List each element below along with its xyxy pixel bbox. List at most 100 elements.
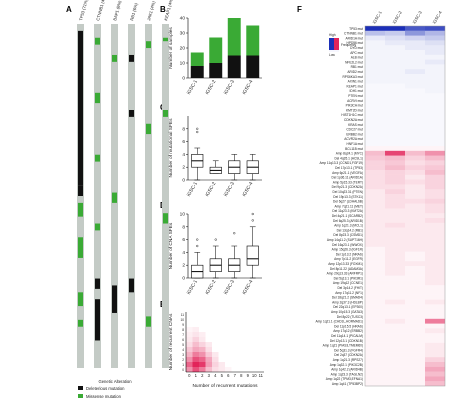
f-cell <box>385 342 405 348</box>
f-cell <box>385 98 405 103</box>
f-cell <box>385 318 405 324</box>
e-cell <box>186 337 193 342</box>
f-cell <box>405 45 425 50</box>
f-cell <box>425 136 445 141</box>
d-xtick-label: iGSC-4 <box>241 279 254 296</box>
f-cell <box>425 376 445 382</box>
f-cell <box>425 237 445 242</box>
deleterious-mark <box>129 278 134 293</box>
f-row-label: Del 22q13.1 (EP300) <box>333 305 363 309</box>
f-cell <box>385 218 405 223</box>
f-cell <box>365 141 385 146</box>
f-cell <box>385 35 405 41</box>
gene-track <box>128 24 135 368</box>
f-legend-scale-red <box>334 38 339 50</box>
f-row-label: CTNNB1 mut <box>344 32 363 36</box>
f-row-label: Del 4q21.1 (SCARB2) <box>332 214 363 218</box>
f-row-label: Del 1p36.11 (ARID1A) <box>332 176 363 180</box>
f-cell <box>385 371 405 377</box>
e-cell <box>199 362 206 367</box>
f-cell <box>365 40 385 46</box>
f-cell <box>385 127 405 132</box>
f-row-label: Amp 1q42.2 (ARID4B) <box>331 368 363 372</box>
e-cell <box>192 342 199 347</box>
f-cell <box>425 122 445 127</box>
f-cell <box>365 290 385 295</box>
f-cell <box>365 127 385 132</box>
d-outlier <box>196 238 199 241</box>
f-row-label: NFE2L2 mut <box>345 60 363 64</box>
f-cell <box>365 213 385 218</box>
f-row-label: Amp 10p15.3 (GATA3) <box>331 310 363 314</box>
f-cell <box>365 35 385 41</box>
f-cell <box>425 357 445 362</box>
c-xtick-label: iGSC-1 <box>186 181 199 198</box>
f-cell <box>365 184 385 190</box>
f-row-label: Amp 12p13.33 (FOXM1) <box>328 262 363 266</box>
f-cell <box>405 78 425 84</box>
f-cell <box>405 208 425 214</box>
e-ytick-label: 7 <box>182 333 184 337</box>
f-cell <box>365 103 385 108</box>
f-cell <box>425 98 445 103</box>
f-cell <box>405 146 425 151</box>
f-cell <box>405 112 425 117</box>
f-row-label: Amp 7p11.2 (EGFR) <box>334 257 363 261</box>
f-legend-low: Low <box>329 53 336 57</box>
f-cell <box>405 93 425 98</box>
d-xtick-label: iGSC-1 <box>186 279 199 296</box>
deleterious-mark <box>95 299 100 341</box>
e-cell <box>205 342 212 347</box>
e-xtick-label: 4 <box>214 373 217 378</box>
c-xtick-label: iGSC-3 <box>223 181 236 198</box>
f-cell <box>425 256 445 262</box>
f-cell <box>425 203 445 209</box>
f-cell <box>365 237 385 242</box>
f-cell <box>385 146 405 151</box>
f-cell <box>425 362 445 367</box>
f-cell <box>365 160 385 166</box>
f-row-label: Del 6q25.3 (ARID1B) <box>333 219 363 223</box>
f-row-label: Amp 1q21 (PIAS3,TMEM60) <box>323 344 363 348</box>
f-cell <box>385 347 405 353</box>
f-cell <box>405 328 425 334</box>
b-ylabel: Number of samples <box>168 27 174 69</box>
f-cell <box>385 256 405 262</box>
f-cell <box>365 74 385 79</box>
f-row-label: Amp 1q21.3 (RPS27) <box>333 358 363 362</box>
f-cell <box>405 366 425 372</box>
e-xtick-label: 3 <box>208 373 211 378</box>
f-cell <box>425 174 445 180</box>
f-row-label: CDKN2A mut <box>344 118 363 122</box>
f-cell <box>425 304 445 310</box>
f-column-label: iGSC-4 <box>432 10 444 25</box>
f-row-label: ERBB2 mut <box>346 132 363 136</box>
b-bar <box>190 66 204 78</box>
f-cell <box>385 170 405 175</box>
b-bar <box>246 55 260 78</box>
f-cell <box>425 194 445 199</box>
f-cell <box>365 357 385 362</box>
f-row-label: CDC27 mut <box>346 128 363 132</box>
f-cell <box>365 155 385 161</box>
f-cell <box>365 98 385 103</box>
f-cell <box>405 318 425 324</box>
f-cell <box>405 304 425 310</box>
f-cell <box>405 227 425 233</box>
f-cell <box>425 242 445 247</box>
f-cell <box>365 189 385 194</box>
f-cell <box>385 26 405 31</box>
f-cell <box>385 50 405 55</box>
f-cell <box>385 141 405 146</box>
f-cell <box>405 290 425 295</box>
f-cell <box>405 347 425 353</box>
f-cell <box>405 237 425 242</box>
e-ytick-label: 11 <box>181 313 185 317</box>
f-cell <box>385 270 405 276</box>
f-cell <box>405 333 425 338</box>
e-ytick-label: 3 <box>182 353 184 357</box>
e-cell <box>186 347 193 352</box>
f-cell <box>405 376 425 382</box>
